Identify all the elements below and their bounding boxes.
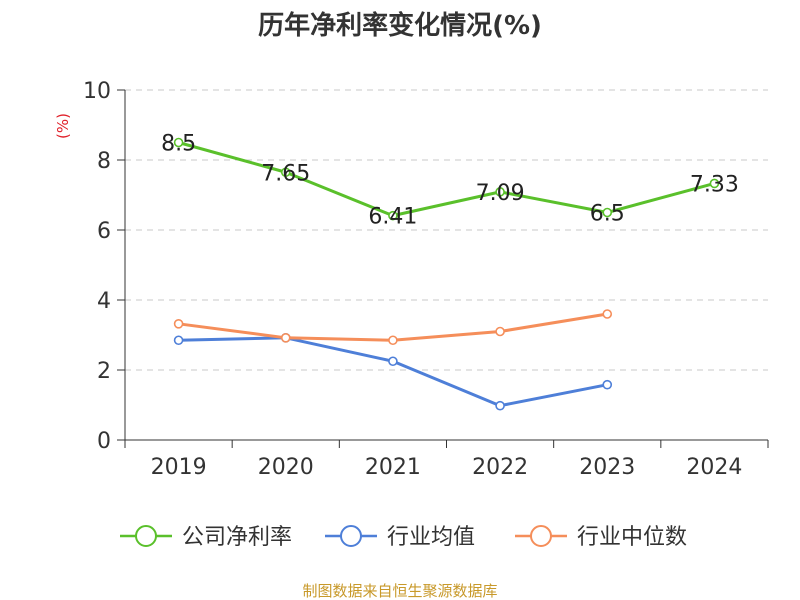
data-point xyxy=(173,335,184,346)
legend-swatch-marker xyxy=(340,525,362,547)
data-point xyxy=(602,207,613,218)
data-point xyxy=(173,137,184,148)
data-point xyxy=(173,318,184,329)
data-point xyxy=(388,210,398,221)
data-point xyxy=(709,178,720,189)
x-tick-label: 2021 xyxy=(365,455,421,480)
x-tick-label: 2020 xyxy=(258,455,314,480)
y-tick-label: 10 xyxy=(83,79,111,104)
x-tick-label: 2019 xyxy=(151,455,207,480)
legend-label: 公司净利率 xyxy=(182,525,292,550)
legend-swatch-marker xyxy=(530,525,552,547)
legend: 公司净利率 行业均值 行业中位数 xyxy=(120,525,687,550)
data-labels: 8.5 7.65 6.41 7.09 6.5 7.33 xyxy=(161,132,739,230)
y-tick-label: 4 xyxy=(97,289,111,314)
x-tick-label: 2023 xyxy=(579,455,635,480)
data-point xyxy=(388,335,398,346)
series-line-1 xyxy=(178,336,608,408)
data-label: 7.09 xyxy=(476,181,525,206)
x-tick-label: 2024 xyxy=(686,455,742,480)
source-note: 制图数据来自恒生聚源数据库 xyxy=(302,582,497,600)
data-point xyxy=(280,167,291,178)
data-label: 6.41 xyxy=(368,205,417,230)
y-tick-label: 2 xyxy=(97,359,111,384)
data-point xyxy=(602,379,613,390)
legend-swatch-marker xyxy=(135,525,157,547)
axes: 0 2 4 6 8 10 2019 2020 2021 2022 2023 2024 xyxy=(83,79,769,480)
data-point xyxy=(495,326,505,337)
series-line-0 xyxy=(178,141,715,218)
data-point xyxy=(495,187,505,197)
y-axis-label: (%) xyxy=(54,113,72,139)
data-label: 8.5 xyxy=(161,132,196,157)
legend-label: 行业中位数 xyxy=(577,525,687,550)
y-tick-label: 6 xyxy=(97,219,111,244)
y-tick-label: 8 xyxy=(97,149,111,174)
data-point xyxy=(602,309,613,319)
data-point xyxy=(280,332,291,343)
data-label: 6.5 xyxy=(590,202,625,227)
data-point xyxy=(495,400,505,411)
chart-title: 历年净利率变化情况(%) xyxy=(258,10,542,41)
data-label: 7.33 xyxy=(690,172,739,197)
legend-label: 行业均值 xyxy=(387,525,475,550)
y-tick-label: 0 xyxy=(97,429,111,454)
data-point xyxy=(388,356,398,367)
data-label: 7.65 xyxy=(261,161,310,186)
grid xyxy=(125,89,768,371)
series-layer xyxy=(173,137,720,411)
x-tick-label: 2022 xyxy=(472,455,528,480)
